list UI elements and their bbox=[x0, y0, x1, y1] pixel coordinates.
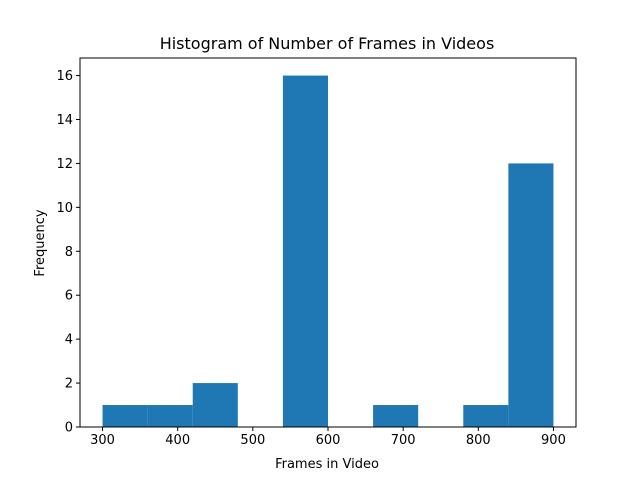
y-tick-label: 10 bbox=[56, 201, 73, 216]
x-axis-ticks: 300 400 500 600 700 800 900 bbox=[90, 427, 566, 448]
y-tick-label: 8 bbox=[65, 245, 73, 260]
y-tick-label: 14 bbox=[56, 113, 73, 128]
histogram-bar-360-420 bbox=[147, 405, 193, 427]
histogram-bar-660-720 bbox=[373, 405, 419, 427]
y-tick-label: 0 bbox=[65, 421, 73, 436]
x-tick-label: 400 bbox=[165, 433, 190, 448]
histogram-bar-780-840 bbox=[463, 405, 509, 427]
x-tick-label: 700 bbox=[391, 433, 416, 448]
histogram-bar-840-900 bbox=[508, 163, 554, 427]
y-axis-ticks: 0 2 4 6 8 10 12 14 16 bbox=[56, 69, 80, 436]
x-tick-label: 300 bbox=[90, 433, 115, 448]
x-tick-label: 800 bbox=[466, 433, 491, 448]
bars-group bbox=[102, 75, 554, 428]
histogram-bar-420-480 bbox=[192, 383, 238, 427]
x-tick-label: 500 bbox=[240, 433, 265, 448]
chart-title: Histogram of Number of Frames in Videos bbox=[160, 34, 495, 53]
histogram-bar-540-600 bbox=[282, 75, 328, 428]
y-axis-label: Frequency bbox=[33, 209, 48, 276]
x-tick-label: 900 bbox=[541, 433, 566, 448]
y-tick-label: 16 bbox=[56, 69, 73, 84]
y-tick-label: 6 bbox=[65, 289, 73, 304]
y-tick-label: 12 bbox=[56, 157, 73, 172]
plot-frame bbox=[79, 57, 577, 428]
histogram-bar-300-360 bbox=[102, 405, 148, 427]
x-tick-label: 600 bbox=[316, 433, 341, 448]
x-axis-label: Frames in Video bbox=[275, 457, 379, 472]
y-tick-label: 4 bbox=[65, 333, 73, 348]
y-tick-label: 2 bbox=[65, 377, 73, 392]
